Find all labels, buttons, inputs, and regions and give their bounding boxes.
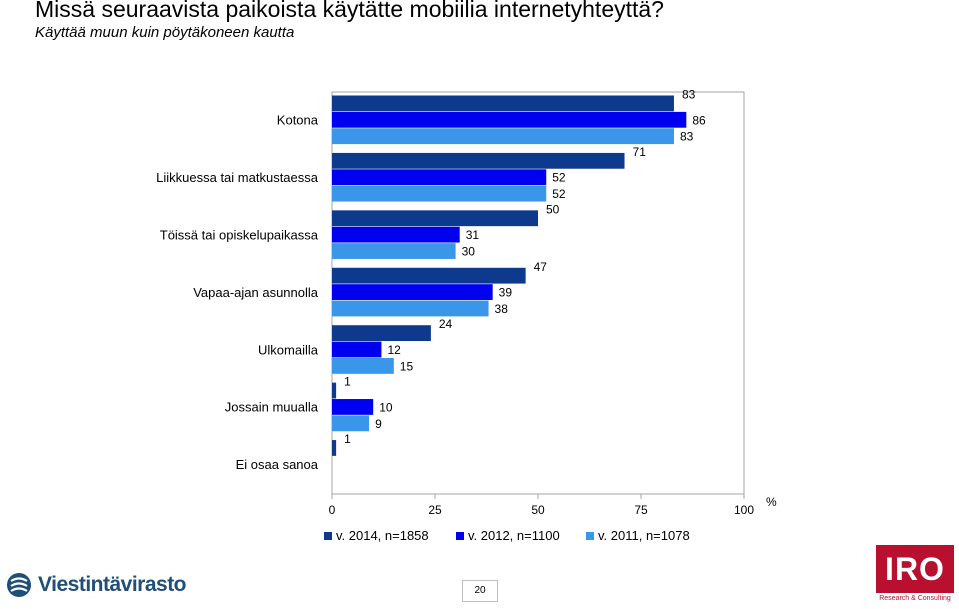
legend-swatch — [324, 532, 332, 540]
x-tick-label: 0 — [329, 503, 336, 517]
x-tick-label: 100 — [734, 503, 754, 517]
x-tick-label: 25 — [428, 503, 442, 517]
legend-swatch — [586, 532, 594, 540]
category-label: Ei osaa sanoa — [236, 457, 319, 472]
category-label: Jossain muualla — [225, 400, 319, 415]
bar — [332, 152, 625, 169]
data-label: 30 — [462, 245, 476, 259]
data-label: 83 — [682, 88, 696, 102]
legend-label: v. 2014, n=1858 — [336, 528, 429, 543]
legend-swatch — [456, 532, 464, 540]
x-tick-label: 75 — [634, 503, 648, 517]
data-label: 52 — [552, 171, 566, 185]
chart-subtitle: Käyttää muun kuin pöytäkoneen kautta — [35, 24, 295, 41]
category-label: Liikkuessa tai matkustaessa — [156, 170, 319, 185]
brand-left-name: Viestintävirasto — [38, 573, 187, 596]
category-label: Kotona — [277, 113, 319, 128]
bar — [332, 111, 687, 128]
data-label: 31 — [466, 228, 480, 242]
data-label: 1 — [344, 432, 351, 446]
bar — [332, 226, 460, 243]
bar — [332, 169, 547, 186]
bar — [332, 95, 674, 112]
bar — [332, 128, 674, 145]
data-label: 83 — [680, 130, 694, 144]
data-label: 47 — [534, 260, 548, 274]
category-label: Töissä tai opiskelupaikassa — [160, 227, 319, 242]
bar — [332, 325, 431, 342]
x-tick-label: 50 — [531, 503, 545, 517]
iro-logo: IRO Research & Consulting — [876, 545, 954, 607]
bar — [332, 341, 382, 358]
chart-title: Missä seuraavista paikoista käytätte mob… — [35, 0, 664, 22]
iro-logo-mark: IRO — [876, 545, 954, 593]
page-number: 20 — [462, 580, 498, 602]
data-label: 71 — [633, 145, 647, 159]
legend-label: v. 2012, n=1100 — [468, 528, 560, 543]
bar — [332, 399, 374, 415]
bar — [332, 440, 337, 456]
data-label: 86 — [692, 113, 706, 127]
data-label: 9 — [375, 417, 382, 431]
iro-logo-subtitle: Research & Consulting — [879, 595, 951, 602]
data-label: 12 — [387, 343, 401, 357]
bar — [332, 382, 337, 399]
bar — [332, 185, 547, 202]
category-label: Vapaa-ajan asunnolla — [193, 285, 319, 300]
x-unit-label: % — [766, 495, 777, 509]
category-label: Ulkomailla — [258, 342, 319, 357]
bar — [332, 358, 394, 374]
viestintavirasto-logo: Viestintävirasto — [6, 570, 187, 600]
bar — [332, 267, 526, 284]
bar — [332, 210, 538, 227]
bar — [332, 243, 456, 259]
bar — [332, 284, 493, 300]
data-label: 50 — [546, 202, 560, 216]
data-label: 10 — [379, 400, 393, 414]
data-label: 38 — [495, 302, 509, 316]
legend-label: v. 2011, n=1078 — [598, 528, 690, 543]
data-label: 1 — [344, 375, 351, 389]
data-label: 52 — [552, 187, 566, 201]
viestintavirasto-logo-icon — [7, 573, 31, 597]
bar — [332, 415, 370, 432]
bar — [332, 300, 489, 317]
data-label: 15 — [400, 359, 414, 373]
data-label: 39 — [499, 286, 513, 300]
data-label: 24 — [439, 317, 453, 331]
